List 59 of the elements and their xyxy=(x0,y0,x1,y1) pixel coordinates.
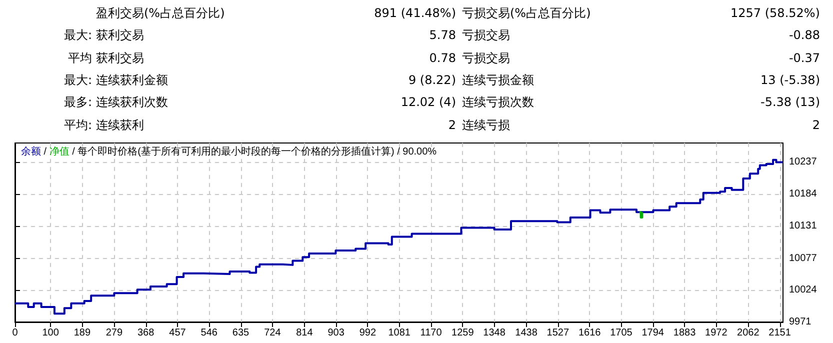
y-tick-label: 10024 xyxy=(789,284,818,296)
x-tick-label: 903 xyxy=(328,328,345,338)
y-tick-label: 10131 xyxy=(789,220,818,232)
x-tick-label: 2062 xyxy=(737,328,760,338)
text: 亏损交易 xyxy=(462,50,510,66)
text: -0.88 xyxy=(788,27,820,44)
x-tick-label: 1348 xyxy=(483,328,506,338)
y-tick-label: 10184 xyxy=(789,188,818,200)
text: 最多: 连续获利次数 xyxy=(64,94,168,110)
x-tick-label: 1705 xyxy=(610,328,633,338)
text: 盈利交易(%占总百分比) xyxy=(96,5,225,21)
x-tick-label: 1616 xyxy=(578,328,602,338)
x-tick-label: 1438 xyxy=(515,328,538,338)
text: 亏损交易 xyxy=(462,27,510,44)
x-tick-label: 546 xyxy=(200,328,218,338)
text: -5.38 (13) xyxy=(760,94,820,110)
text: 连续亏损 xyxy=(462,116,510,132)
x-tick-label: 279 xyxy=(106,328,123,338)
text: 1257 (58.52%) xyxy=(730,5,820,21)
text: 2 xyxy=(812,116,820,132)
text: 最大: 获利交易 xyxy=(64,27,144,44)
chart-title: / 每个即时价格(基于所有可利用的最小时段的每一个价格的分形插值计算) / 90.00% xyxy=(69,146,437,158)
y-tick-label: 10077 xyxy=(789,252,818,264)
text: 平均: 连续获利 xyxy=(64,116,144,132)
x-tick-label: 814 xyxy=(296,328,314,338)
x-tick-label: 0 xyxy=(12,328,18,338)
text: 余额 xyxy=(21,146,41,158)
annotation: / xyxy=(41,146,50,158)
x-tick-label: 1527 xyxy=(546,328,570,338)
text: 净值 xyxy=(49,146,70,158)
x-tick-label: 189 xyxy=(74,328,91,338)
x-tick-label: 2151 xyxy=(768,328,792,338)
x-tick-label: 100 xyxy=(42,328,60,338)
x-tick-label: 368 xyxy=(138,328,155,338)
x-tick-label: 1170 xyxy=(420,328,442,338)
y-tick-label: 9971 xyxy=(789,316,812,328)
text: 12.02 (4) xyxy=(400,94,456,110)
x-tick-label: 1972 xyxy=(705,328,728,338)
text: 9 (8.22) xyxy=(408,72,456,88)
y-tick-label: 10237 xyxy=(789,156,818,168)
x-tick-label: 1883 xyxy=(673,328,696,338)
text: 13 (-5.38) xyxy=(760,72,820,88)
x-tick-label: 1081 xyxy=(388,328,411,338)
x-tick-label: 1794 xyxy=(642,328,664,338)
text: 平均 获利交易 xyxy=(68,50,144,66)
text: 2 xyxy=(448,116,456,132)
x-tick-label: 635 xyxy=(232,328,250,338)
text: 0.78 xyxy=(429,50,456,66)
x-tick-label: 457 xyxy=(169,328,186,338)
x-tick-label: 992 xyxy=(359,328,376,338)
text: 891 (41.48%) xyxy=(374,5,456,21)
text: 连续亏损次数 xyxy=(462,94,534,110)
text: 最大: 连续获利金额 xyxy=(64,72,168,88)
text: 5.78 xyxy=(429,27,456,44)
text: 亏损交易(%占总百分比) xyxy=(462,5,591,21)
text: 连续亏损金额 xyxy=(462,72,534,88)
x-tick-label: 1259 xyxy=(452,328,474,338)
text: -0.37 xyxy=(788,50,820,66)
x-tick-label: 724 xyxy=(264,328,282,338)
